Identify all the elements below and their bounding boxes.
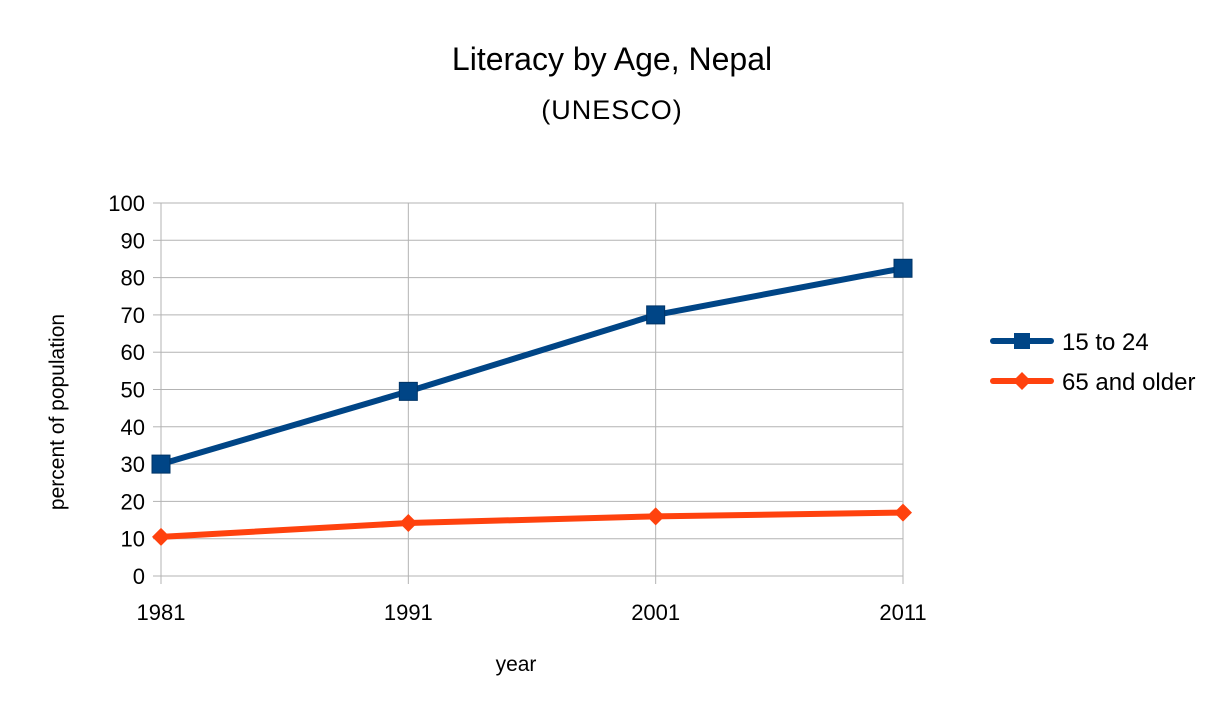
y-tick-label-0: 0	[133, 564, 145, 589]
x-tick-label-1991: 1991	[384, 600, 433, 625]
y-tick-label-10: 10	[121, 527, 145, 552]
legend-item-65-and-older: 65 and older	[990, 369, 1195, 396]
legend: 15 to 24 65 and older	[990, 329, 1195, 396]
data-point-65-and-older-2001	[646, 507, 665, 526]
data-point-15-to-24-1991	[398, 381, 418, 401]
x-tick-labels: 1981 1991 2001 2011	[137, 600, 927, 625]
y-tick-label-80: 80	[121, 266, 145, 291]
y-tick-label-90: 90	[121, 228, 145, 253]
chart-title: Literacy by Age, Nepal	[452, 41, 772, 77]
y-tick-label-100: 100	[108, 191, 145, 216]
legend-item-15-to-24: 15 to 24	[990, 329, 1149, 356]
series-lines	[158, 265, 906, 540]
y-axis-title: percent of population	[46, 314, 69, 510]
y-tick-label-70: 70	[121, 303, 145, 328]
chart-subtitle: (UNESCO)	[541, 95, 683, 125]
legend-marker-65-and-older	[1013, 372, 1031, 390]
y-tick-label-30: 30	[121, 452, 145, 477]
series-markers	[151, 258, 913, 546]
series-line-15-to-24	[158, 265, 906, 468]
y-tick-label-40: 40	[121, 415, 145, 440]
x-tick-label-2011: 2011	[879, 600, 926, 625]
data-point-15-to-24-2001	[646, 305, 666, 325]
legend-marker-15-to-24	[1014, 333, 1030, 349]
x-tick-label-1981: 1981	[137, 600, 186, 625]
series-line-65-and-older	[158, 509, 906, 540]
y-tick-label-50: 50	[121, 378, 145, 403]
legend-label-15-to-24: 15 to 24	[1062, 329, 1149, 356]
y-tick-labels: 0 10 20 30 40 50 60 70 80 90 100	[108, 191, 145, 589]
y-tick-label-60: 60	[121, 340, 145, 365]
data-point-65-and-older-1981	[152, 527, 170, 546]
data-point-15-to-24-1981	[151, 454, 171, 474]
data-point-65-and-older-1991	[399, 514, 418, 533]
data-point-65-and-older-2011	[894, 503, 912, 522]
plot-area-frame	[160, 202, 904, 577]
legend-label-65-and-older: 65 and older	[1062, 369, 1195, 396]
y-tick-label-20: 20	[121, 489, 145, 514]
data-point-15-to-24-2011	[893, 258, 913, 278]
x-axis-title: year	[496, 653, 537, 676]
x-tick-label-2001: 2001	[631, 600, 680, 625]
